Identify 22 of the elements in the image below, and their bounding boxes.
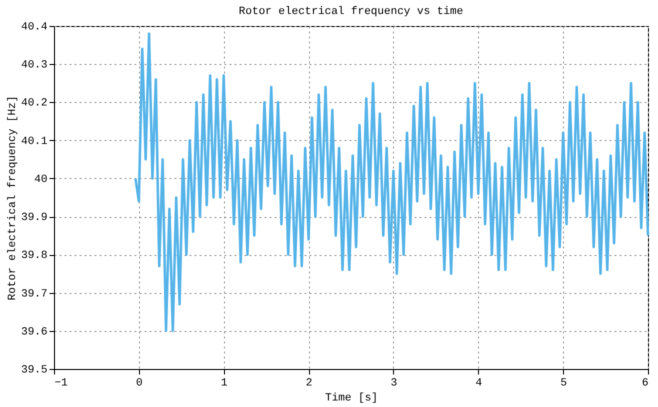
y-tick-label: 39.9 <box>21 212 48 224</box>
x-tick-label: 5 <box>560 378 567 390</box>
y-tick-label: 39.6 <box>21 326 48 338</box>
x-axis-title: Time [s] <box>325 392 378 404</box>
y-tick-label: 40.3 <box>21 60 48 72</box>
y-tick-label: 40.1 <box>21 136 48 148</box>
line-series <box>134 32 650 332</box>
y-tick-label: 40 <box>34 174 48 186</box>
y-tick-label: 39.7 <box>21 288 48 300</box>
y-tick-label: 40.2 <box>21 98 48 110</box>
chart-title: Rotor electrical frequency vs time <box>238 6 464 18</box>
y-axis-title: Rotor electrical frequency [Hz] <box>7 96 20 300</box>
x-tick-label: 1 <box>220 378 228 390</box>
x-tick-label: 6 <box>642 378 648 390</box>
y-tick-label: 39.5 <box>21 364 48 376</box>
x-tick-label: 0 <box>136 378 143 390</box>
y-tick-label: 39.8 <box>21 250 48 262</box>
x-tick-label: 2 <box>306 378 312 390</box>
x-tick-label: 3 <box>390 378 398 390</box>
x-tick-label: −1 <box>54 378 68 390</box>
y-tick-label: 40.4 <box>21 22 48 34</box>
x-tick-label: 4 <box>475 378 482 390</box>
